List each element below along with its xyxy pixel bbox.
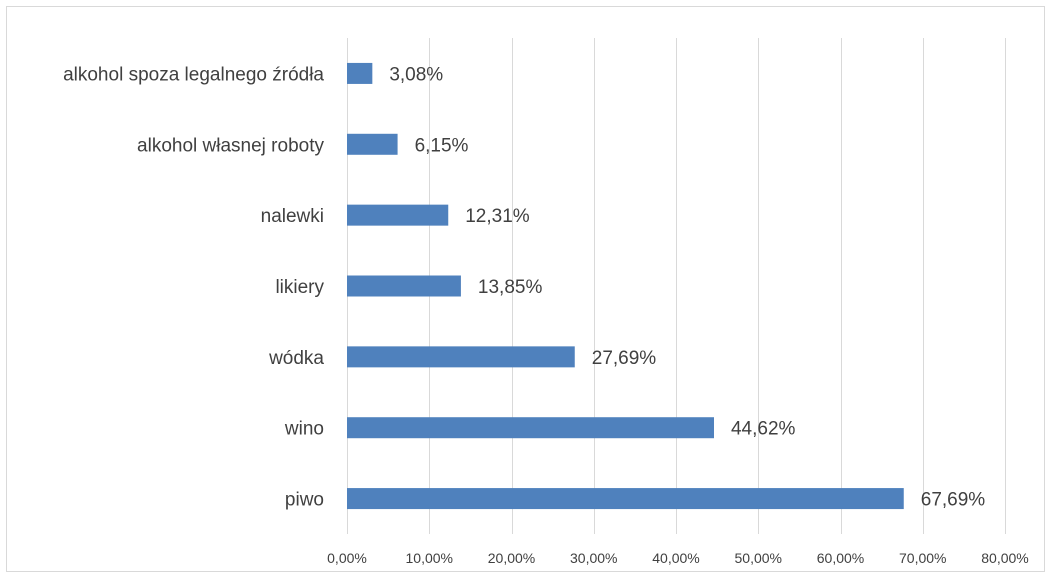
category-label: piwo bbox=[285, 490, 324, 511]
value-labels: 3,08% 6,15% 12,31% 13,85% 27,69% 44,62% 67,69% bbox=[389, 64, 985, 510]
x-tick-label: 10,00% bbox=[406, 550, 453, 566]
bars-layer bbox=[347, 62, 904, 510]
x-tick-label: 30,00% bbox=[570, 550, 617, 566]
bar bbox=[347, 204, 449, 226]
category-labels: alkohol spoza legalnego źródła alkohol wł… bbox=[63, 64, 324, 510]
bar bbox=[347, 417, 714, 439]
x-tick-label: 20,00% bbox=[488, 550, 535, 566]
bar bbox=[347, 62, 373, 84]
data-label: 3,08% bbox=[389, 64, 443, 85]
category-label: alkohol spoza legalnego źródła bbox=[63, 64, 324, 85]
x-tick-label: 80,00% bbox=[981, 550, 1028, 566]
category-label: alkohol własnej roboty bbox=[137, 135, 324, 156]
category-label: likiery bbox=[275, 277, 324, 298]
x-tick-label: 40,00% bbox=[652, 550, 699, 566]
bar bbox=[347, 346, 575, 368]
data-label: 6,15% bbox=[415, 135, 469, 156]
data-label: 27,69% bbox=[592, 348, 657, 369]
data-label: 12,31% bbox=[465, 206, 530, 227]
category-label: wódka bbox=[268, 348, 324, 369]
bar bbox=[347, 133, 398, 155]
bar bbox=[347, 275, 461, 297]
data-label: 13,85% bbox=[478, 277, 543, 298]
grid-layer bbox=[347, 38, 1006, 534]
bar bbox=[347, 488, 904, 510]
category-label: nalewki bbox=[261, 206, 324, 227]
x-tick-label: 60,00% bbox=[817, 550, 864, 566]
x-tick-label: 70,00% bbox=[899, 550, 946, 566]
data-label: 44,62% bbox=[731, 419, 796, 440]
chart-frame bbox=[6, 6, 1045, 572]
category-label: wino bbox=[284, 419, 324, 440]
x-tick-label: 0,00% bbox=[327, 550, 367, 566]
x-tick-label: 50,00% bbox=[735, 550, 782, 566]
x-tick-labels: 0,00% 10,00% 20,00% 30,00% 40,00% 50,00% 60,00… bbox=[327, 550, 1029, 566]
data-label: 67,69% bbox=[921, 490, 986, 511]
